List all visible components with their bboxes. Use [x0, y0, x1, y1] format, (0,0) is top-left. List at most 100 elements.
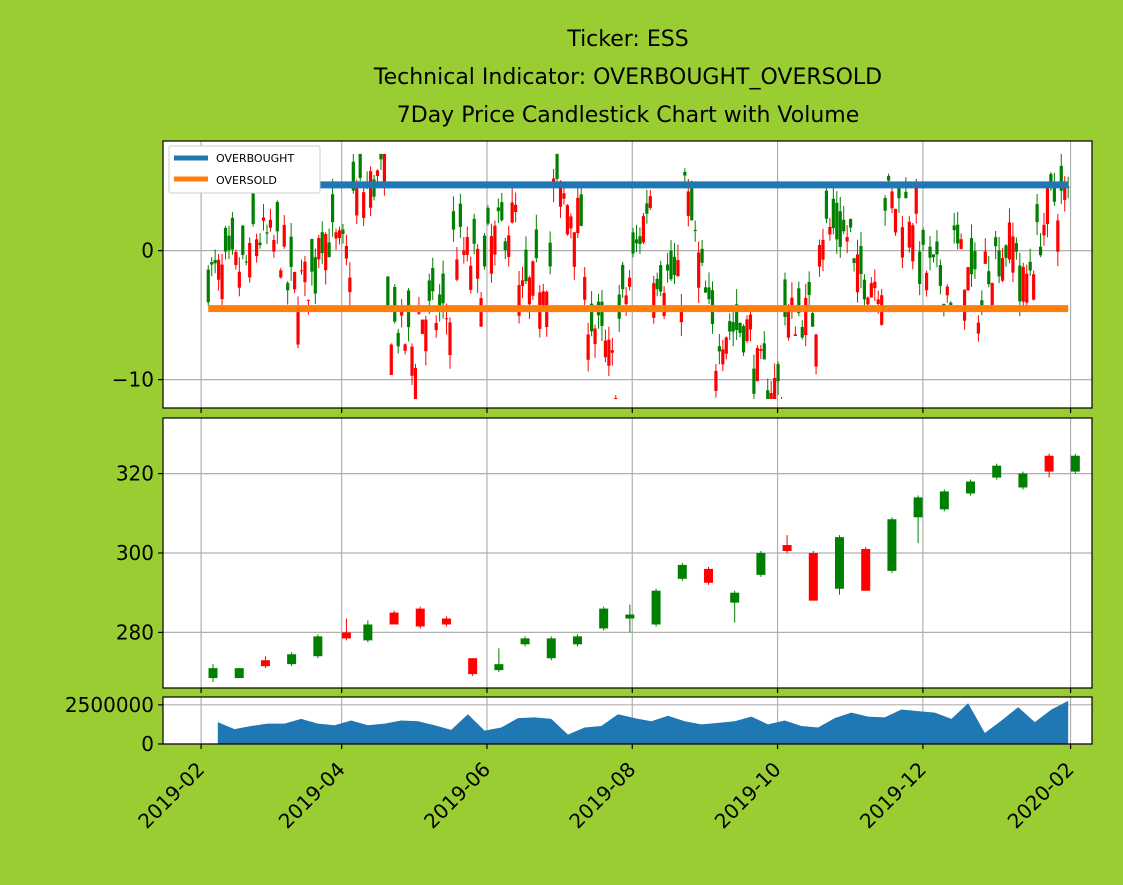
indicator-candle-body — [420, 319, 424, 334]
indicator-candle-body — [438, 294, 442, 312]
indicator-candle-body — [589, 303, 594, 332]
price-candle-body — [287, 654, 297, 665]
indicator-candle-body — [299, 270, 304, 272]
indicator-candle-body — [500, 202, 504, 221]
indicator-candle-body — [603, 340, 608, 358]
indicator-candle-body — [835, 202, 839, 240]
indicator-candle-body — [969, 238, 974, 275]
indicator-candle-body — [828, 227, 832, 235]
price-candle-body — [677, 564, 687, 579]
indicator-candle-body — [486, 208, 490, 224]
x-tick-label: 2020-02 — [1003, 757, 1079, 833]
indicator-candle-body — [669, 250, 673, 280]
indicator-candle-body — [773, 377, 777, 399]
indicator-candle-body — [994, 237, 998, 247]
indicator-candle-body — [562, 193, 566, 199]
indicator-candle-body — [600, 301, 604, 326]
indicator-candle-body — [690, 185, 694, 221]
x-tick-label: 2019-02 — [133, 757, 209, 833]
indicator-candle-body — [541, 291, 545, 306]
y-tick-label: 320 — [116, 462, 154, 486]
indicator-candle-body — [217, 259, 221, 280]
price-candle-body — [572, 636, 582, 645]
indicator-candle-body — [265, 232, 269, 234]
indicator-candle-body — [448, 322, 452, 356]
indicator-candle-body — [576, 197, 580, 234]
indicator-candle-body — [258, 242, 262, 246]
indicator-candle-body — [268, 219, 273, 228]
indicator-candle-body — [721, 349, 725, 365]
indicator-candle-body — [451, 211, 456, 230]
indicator-candle-body — [1045, 188, 1050, 224]
indicator-candle-body — [1042, 224, 1046, 236]
price-candle-body — [494, 664, 504, 671]
indicator-candle-body — [855, 254, 860, 293]
indicator-candle-body — [866, 297, 870, 305]
legend-oversold-label: OVERSOLD — [216, 174, 277, 187]
indicator-candle-body — [1000, 258, 1005, 281]
price-candle-body — [1018, 473, 1028, 488]
indicator-candle-body — [890, 191, 894, 209]
indicator-candle-body — [251, 191, 255, 224]
indicator-candle-body — [918, 251, 922, 284]
price-candle-body — [389, 612, 399, 625]
price-candle-body — [782, 545, 792, 552]
indicator-candle-body — [1028, 261, 1032, 271]
price-candle-body — [939, 491, 949, 510]
indicator-candle-body — [434, 322, 438, 331]
price-candle-body — [861, 549, 871, 591]
indicator-candle-body — [282, 224, 286, 247]
price-candle-body — [966, 481, 976, 494]
indicator-candle-body — [911, 225, 915, 262]
indicator-candle-body — [683, 171, 687, 176]
indicator-candle-body — [403, 344, 407, 351]
indicator-candle-body — [824, 190, 829, 219]
indicator-candle-body — [230, 217, 235, 250]
indicator-candle-body — [714, 370, 718, 391]
indicator-candle-body — [213, 259, 217, 264]
price-candle-body — [808, 553, 818, 601]
indicator-candle-body — [327, 242, 331, 258]
volume-area-fill — [217, 700, 1069, 744]
indicator-candle-body — [489, 236, 494, 274]
x-tick-label: 2019-12 — [855, 757, 931, 833]
indicator-candle-body — [572, 232, 576, 267]
indicator-candle-body — [842, 219, 846, 232]
indicator-candle-body — [741, 326, 746, 353]
indicator-candle-body — [862, 279, 867, 300]
indicator-candle-body — [386, 276, 390, 308]
indicator-candle-body — [317, 237, 321, 260]
indicator-candle-body — [631, 232, 635, 254]
indicator-candle-body — [237, 271, 241, 288]
price-candle-body — [363, 624, 373, 641]
indicator-candle-body — [904, 191, 908, 198]
indicator-candle-body — [431, 267, 435, 292]
indicator-candle-body — [869, 283, 873, 298]
indicator-candle-body — [223, 227, 228, 252]
indicator-candle-body — [1038, 246, 1043, 256]
indicator-candle-body — [227, 235, 231, 251]
indicator-candle-body — [1035, 204, 1039, 223]
threshold-lines — [208, 181, 1069, 313]
price-candle-body — [208, 668, 218, 679]
indicator-candle-body — [1032, 274, 1036, 300]
indicator-candle-body — [676, 260, 680, 277]
legend-overbought-label: OVERBOUGHT — [216, 152, 294, 165]
indicator-candle-body — [1014, 242, 1018, 252]
indicator-candle-body — [983, 251, 987, 264]
indicator-candle-body — [503, 241, 507, 251]
price-candle-body — [546, 638, 556, 659]
y-tick-label: 2500000 — [65, 693, 154, 717]
indicator-candle-body — [1018, 265, 1022, 302]
indicator-candle-body — [586, 334, 590, 360]
indicator-candle-body — [793, 334, 797, 336]
indicator-candle-body — [859, 246, 863, 274]
indicator-candle-body — [645, 203, 649, 214]
indicator-candle-body — [389, 344, 393, 375]
indicator-candle-body — [469, 265, 473, 290]
indicator-panel-border — [162, 140, 1093, 409]
indicator-candle-body — [348, 277, 352, 293]
indicator-candle-body — [738, 323, 742, 333]
indicator-candle-body — [234, 252, 238, 266]
indicator-candle-body — [748, 314, 753, 330]
